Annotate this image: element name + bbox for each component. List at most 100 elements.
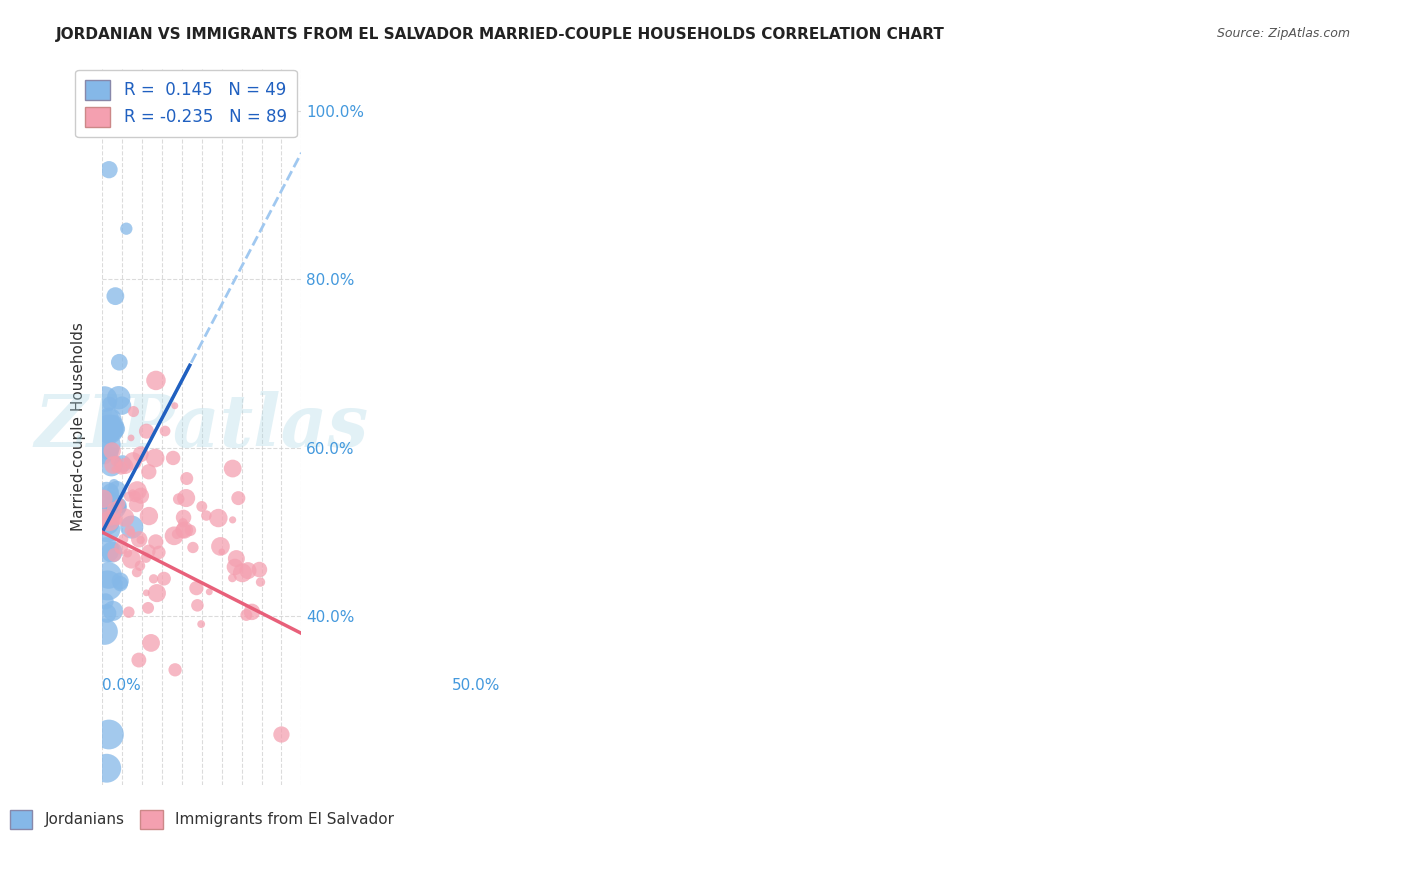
Point: [103, 500, 125, 515]
Point: [101, 444, 124, 458]
Point: [101, 418, 124, 433]
Point: [110, 500, 132, 515]
Point: [172, 516, 194, 530]
Point: [120, 525, 142, 540]
Point: [176, 471, 198, 485]
Point: [96, 607, 118, 621]
Point: [166, 527, 188, 541]
Point: [96, 487, 118, 501]
Point: [190, 617, 212, 632]
Point: [110, 461, 132, 475]
Point: [173, 523, 195, 537]
Point: [110, 541, 132, 555]
Point: [104, 420, 127, 434]
Point: [101, 458, 124, 472]
Point: [96, 761, 118, 775]
Point: [96, 523, 118, 537]
Point: [121, 552, 143, 566]
Point: [118, 524, 141, 538]
Point: [209, 540, 232, 554]
Point: [118, 490, 141, 504]
Point: [104, 462, 127, 476]
Point: [112, 532, 135, 546]
Point: [105, 492, 128, 507]
Point: [195, 508, 218, 523]
Point: [120, 431, 142, 445]
Point: [98, 410, 121, 425]
Point: [153, 424, 176, 438]
Point: [101, 604, 124, 618]
Point: [173, 510, 195, 524]
Point: [103, 424, 125, 438]
Point: [105, 454, 128, 468]
Point: [124, 490, 146, 504]
Point: [148, 545, 170, 559]
Point: [103, 548, 125, 562]
Point: [100, 514, 122, 528]
Point: [186, 581, 208, 595]
Point: [110, 576, 132, 591]
Point: [114, 510, 136, 524]
Point: [122, 454, 145, 468]
Point: [236, 564, 259, 578]
Point: [128, 653, 150, 667]
Legend: Jordanians, Immigrants from El Salvador: Jordanians, Immigrants from El Salvador: [3, 804, 401, 835]
Point: [100, 507, 122, 521]
Text: 50.0%: 50.0%: [453, 678, 501, 692]
Point: [167, 491, 190, 506]
Point: [96, 578, 118, 592]
Point: [146, 586, 169, 600]
Point: [93, 511, 115, 525]
Point: [105, 483, 128, 498]
Point: [198, 584, 221, 599]
Point: [101, 545, 124, 559]
Point: [136, 600, 159, 615]
Point: [117, 546, 139, 560]
Point: [121, 520, 143, 534]
Point: [135, 424, 157, 438]
Point: [105, 513, 128, 527]
Point: [207, 511, 229, 525]
Point: [105, 422, 128, 436]
Point: [125, 498, 148, 512]
Text: JORDANIAN VS IMMIGRANTS FROM EL SALVADOR MARRIED-COUPLE HOUSEHOLDS CORRELATION C: JORDANIAN VS IMMIGRANTS FROM EL SALVADOR…: [56, 27, 945, 42]
Point: [125, 566, 148, 580]
Point: [247, 563, 270, 577]
Point: [98, 495, 121, 509]
Point: [240, 605, 263, 619]
Point: [97, 568, 120, 582]
Point: [107, 391, 129, 405]
Point: [249, 575, 271, 590]
Point: [224, 560, 246, 574]
Point: [163, 399, 186, 413]
Point: [108, 574, 131, 588]
Point: [98, 413, 121, 427]
Point: [231, 566, 253, 580]
Point: [138, 465, 160, 479]
Point: [100, 426, 122, 441]
Point: [142, 572, 165, 586]
Point: [94, 594, 117, 608]
Point: [111, 457, 134, 471]
Point: [221, 513, 243, 527]
Point: [211, 545, 233, 559]
Point: [135, 586, 157, 600]
Point: [94, 426, 117, 441]
Point: [103, 477, 125, 491]
Point: [93, 450, 115, 464]
Point: [108, 355, 131, 369]
Point: [93, 491, 115, 506]
Point: [98, 443, 121, 458]
Point: [115, 221, 138, 235]
Point: [118, 605, 141, 619]
Point: [97, 516, 120, 531]
Point: [138, 509, 160, 524]
Point: [129, 558, 152, 573]
Point: [145, 374, 167, 388]
Point: [121, 485, 143, 500]
Point: [162, 450, 184, 465]
Y-axis label: Married-couple Households: Married-couple Households: [72, 322, 86, 532]
Point: [98, 422, 121, 436]
Point: [181, 541, 204, 555]
Point: [221, 571, 243, 585]
